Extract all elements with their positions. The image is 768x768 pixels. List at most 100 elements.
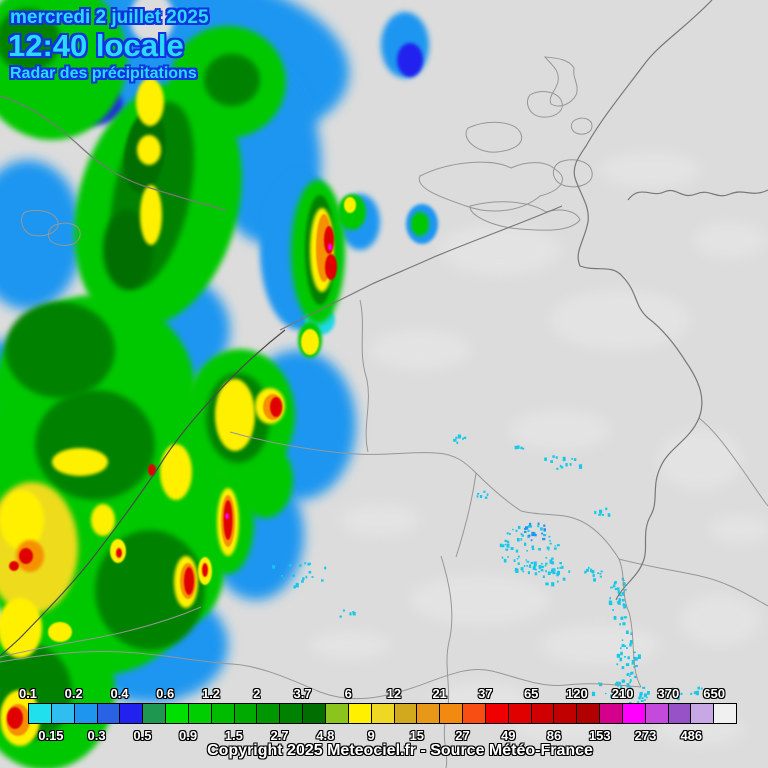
drizzle-dot [542, 575, 545, 578]
scale-value-label: 273 [634, 728, 657, 743]
scale-cell [508, 704, 532, 723]
drizzle-dot [555, 456, 558, 459]
drizzle-dot [538, 571, 540, 573]
drizzle-dot [599, 573, 602, 575]
precipitation-echoes [0, 0, 438, 768]
drizzle-dot [521, 534, 524, 537]
drizzle-dot [484, 496, 488, 499]
drizzle-dot [621, 598, 625, 602]
drizzle-dot [622, 679, 626, 683]
drizzle-dot [292, 574, 295, 577]
drizzle-dot [642, 686, 646, 689]
drizzle-dot [613, 616, 617, 620]
drizzle-dot [476, 495, 479, 498]
drizzle-dot [516, 558, 519, 560]
scale-value-label: 0.4 [110, 686, 129, 701]
drizzle-dot [559, 464, 562, 468]
drizzle-dot [559, 562, 562, 565]
drizzle-dot [591, 691, 596, 697]
drizzle-dot [520, 538, 523, 541]
drizzle-dot [605, 507, 608, 511]
border-path [552, 159, 593, 188]
drizzle-dot [629, 643, 632, 647]
drizzle-dot [639, 691, 643, 696]
drizzle-dot [623, 616, 626, 619]
drizzle-dot [584, 570, 587, 574]
drizzle-dot [545, 570, 547, 573]
drizzle-dot [283, 577, 285, 580]
scale-cell [348, 704, 372, 723]
drizzle-dot [597, 572, 600, 574]
drizzle-dot [616, 653, 620, 658]
scale-value-label: 3.7 [293, 686, 312, 701]
drizzle-dot [540, 527, 543, 531]
drizzle-dot [280, 574, 283, 577]
drizzle-dot [623, 656, 626, 658]
drizzle-dot [477, 492, 480, 495]
drizzle-dot [526, 565, 528, 567]
scale-cell [554, 704, 578, 723]
drizzle-dot [609, 597, 611, 600]
drizzle-dot [547, 549, 550, 551]
drizzle-dot [308, 570, 312, 574]
drizzle-dot [631, 694, 634, 698]
drizzle-dot [621, 639, 624, 641]
scale-cell [394, 704, 418, 723]
drizzle-dot [634, 675, 637, 679]
drizzle-dot [462, 437, 464, 440]
drizzle-speckles [272, 434, 703, 716]
border-path [520, 510, 630, 613]
drizzle-dot [517, 525, 521, 530]
drizzle-dot [530, 525, 533, 528]
drizzle-dot [623, 579, 625, 581]
border-path [21, 209, 59, 237]
drizzle-dot [556, 467, 559, 470]
scale-value-label: 1.5 [224, 728, 243, 743]
drizzle-dot [543, 534, 547, 537]
scale-cell [188, 704, 212, 723]
drizzle-dot [618, 598, 621, 602]
drizzle-dot [543, 528, 546, 532]
drizzle-dot [639, 693, 642, 697]
drizzle-dot [550, 569, 554, 574]
drizzle-dot [569, 463, 572, 466]
drizzle-dot [619, 623, 621, 626]
scale-value-label: 65 [523, 686, 539, 701]
scale-cell [325, 704, 349, 723]
drizzle-dot [609, 602, 613, 606]
drizzle-dot [541, 563, 543, 565]
copyright-label: Copyright 2025 Meteociel.fr - Source Mét… [207, 742, 593, 759]
drizzle-dot [624, 589, 627, 591]
scale-cell [74, 704, 98, 723]
drizzle-dot [637, 654, 641, 659]
drizzle-dot [522, 570, 525, 573]
drizzle-dot [620, 647, 622, 650]
date-label: mercredi 2 juillet 2025 [10, 7, 209, 28]
drizzle-dot [697, 686, 700, 690]
drizzle-dot [524, 542, 527, 546]
drizzle-dot [527, 534, 530, 536]
drizzle-dot [295, 582, 299, 588]
scale-cell [29, 704, 52, 723]
drizzle-dot [527, 535, 530, 539]
drizzle-dot [680, 692, 683, 695]
scale-cell [691, 704, 715, 723]
drizzle-dot [590, 568, 593, 571]
time-label: 12:40 locale [8, 28, 184, 63]
drizzle-dot [547, 571, 551, 575]
drizzle-dot [614, 580, 617, 584]
drizzle-dot [506, 532, 509, 535]
scale-value-label: 153 [588, 728, 611, 743]
drizzle-dot [562, 456, 566, 462]
drizzle-dot [507, 540, 510, 543]
drizzle-dot [549, 543, 552, 545]
scale-cell [166, 704, 189, 723]
drizzle-dot [523, 530, 527, 533]
drizzle-dot [544, 564, 547, 567]
scale-value-label: 120 [566, 686, 588, 701]
border-path [570, 117, 593, 135]
drizzle-dot [456, 441, 459, 444]
drizzle-dot [529, 522, 532, 526]
drizzle-dot [525, 559, 527, 561]
scale-cell [211, 704, 235, 723]
